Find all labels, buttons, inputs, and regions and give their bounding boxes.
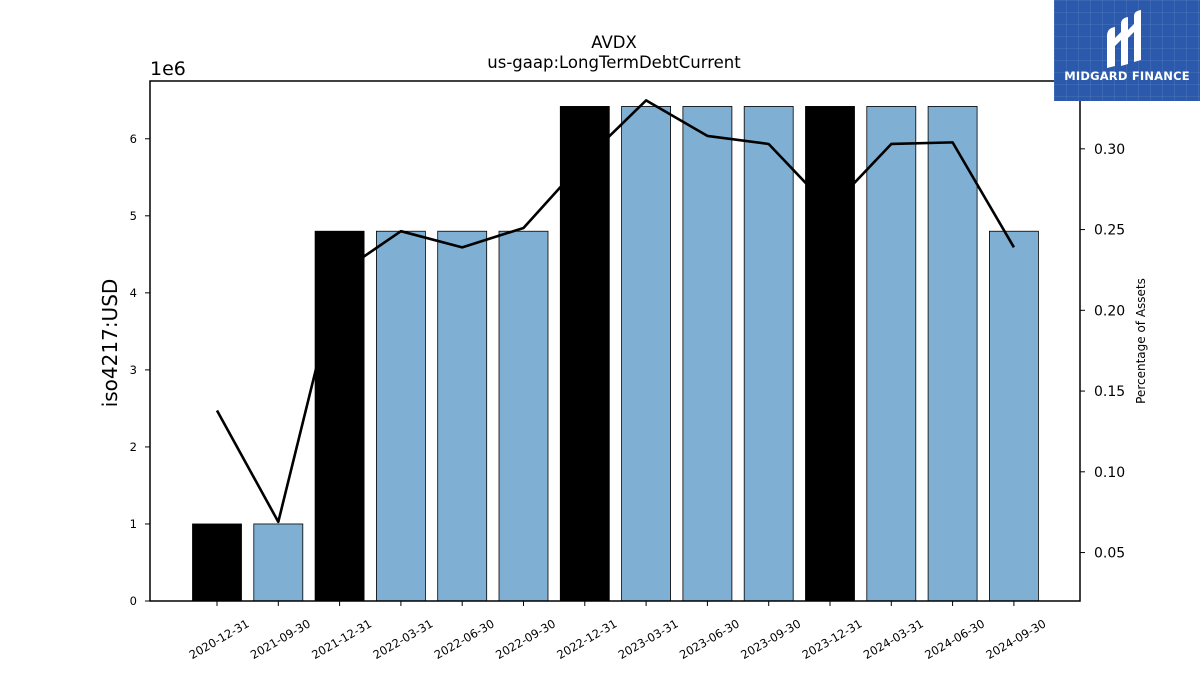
bar-2021-12-31 bbox=[314, 230, 365, 602]
bar-2023-09-30 bbox=[743, 106, 794, 602]
y2-tick-label: 0.20 bbox=[1094, 303, 1125, 319]
y-axis-label: iso4217:USD bbox=[98, 279, 122, 408]
x-tick-label: 2023-06-30 bbox=[677, 616, 742, 662]
bar-2023-12-31 bbox=[805, 106, 855, 602]
logo-text: MIDGARD FINANCE bbox=[1064, 69, 1190, 83]
y2-tick-label: 0.10 bbox=[1094, 465, 1125, 481]
line-layer bbox=[215, 99, 1016, 524]
y-tick-label: 2 bbox=[130, 440, 137, 454]
y2-tick-label: 0.15 bbox=[1094, 384, 1125, 400]
percentage-line bbox=[215, 99, 1016, 524]
bar-2022-03-31 bbox=[375, 230, 426, 602]
chart-subtitle: us-gaap:LongTermDebtCurrent bbox=[487, 53, 741, 72]
y-tick-label: 3 bbox=[130, 363, 137, 377]
bar-2022-06-30 bbox=[437, 230, 488, 602]
x-tick-label: 2024-03-31 bbox=[861, 616, 926, 662]
midgard-finance-logo: MIDGARD FINANCE bbox=[1054, 0, 1200, 101]
bar-2020-12-31 bbox=[192, 523, 242, 602]
bar-2024-03-31 bbox=[866, 106, 917, 602]
bar-2023-03-31 bbox=[621, 106, 671, 602]
bar-2024-09-30 bbox=[989, 230, 1039, 602]
right-axis-ticks: 0.05 0.10 0.15 0.20 0.25 0.30 bbox=[1080, 142, 1125, 562]
plot-frame bbox=[149, 80, 1081, 602]
bar-2021-09-30 bbox=[253, 523, 304, 602]
x-tick-label: 2023-03-31 bbox=[616, 616, 681, 662]
y-axis-offset-text: 1e6 bbox=[150, 58, 186, 80]
bar-2023-06-30 bbox=[682, 106, 733, 602]
x-tick-label: 2024-06-30 bbox=[922, 616, 987, 662]
y-tick-label: 6 bbox=[130, 132, 137, 146]
bar-2022-09-30 bbox=[498, 230, 549, 602]
x-tick-label: 2023-09-30 bbox=[738, 616, 803, 662]
bar-2024-06-30 bbox=[927, 106, 978, 602]
x-tick-label: 2022-09-30 bbox=[493, 616, 558, 662]
x-tick-label: 2022-03-31 bbox=[371, 616, 436, 662]
logo-mark-icon bbox=[1107, 10, 1141, 68]
y2-tick-label: 0.30 bbox=[1094, 142, 1125, 158]
x-tick-label: 2024-09-30 bbox=[984, 616, 1049, 662]
x-tick-label: 2022-12-31 bbox=[554, 616, 619, 662]
bars-layer bbox=[192, 106, 1039, 602]
y-tick-label: 1 bbox=[130, 517, 137, 531]
x-tick-label: 2021-12-31 bbox=[309, 616, 374, 662]
chart-title: AVDX bbox=[591, 33, 637, 52]
y2-axis-label: Percentage of Assets bbox=[1134, 278, 1148, 404]
y2-tick-label: 0.05 bbox=[1094, 546, 1125, 562]
x-tick-label: 2021-09-30 bbox=[248, 616, 313, 662]
y-tick-label: 0 bbox=[130, 594, 137, 608]
x-axis-ticks: 2020-12-312021-09-302021-12-312022-03-31… bbox=[187, 601, 1049, 662]
x-tick-label: 2023-12-31 bbox=[800, 616, 865, 662]
x-tick-label: 2020-12-31 bbox=[187, 616, 252, 662]
y-tick-label: 5 bbox=[130, 209, 137, 223]
x-tick-label: 2022-06-30 bbox=[432, 616, 497, 662]
left-axis-ticks: 0 1 2 3 4 5 6 bbox=[130, 132, 150, 608]
y2-tick-label: 0.25 bbox=[1094, 223, 1125, 239]
y-tick-label: 4 bbox=[130, 286, 137, 300]
